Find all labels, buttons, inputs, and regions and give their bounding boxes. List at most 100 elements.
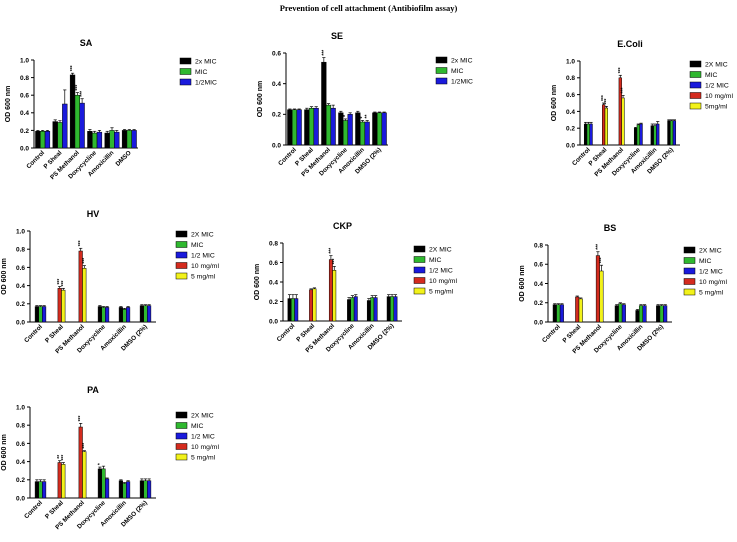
bar-p-sheal-5-mg-ml (61, 289, 66, 323)
legend-label: 2X MIC (705, 62, 728, 69)
bar-control-2x-mic (34, 306, 39, 323)
significance-mark: *** (321, 50, 327, 56)
legend-swatch (689, 71, 702, 78)
bar-dmso-2--mic (376, 112, 383, 146)
legend-swatch (175, 422, 188, 429)
y-tick-label: 0.4 (16, 283, 25, 290)
legend-swatch (683, 267, 696, 275)
bar-doxycycline-mic (342, 120, 349, 146)
legend-label: 5 mg/ml (429, 289, 454, 296)
legend-label: 1/2 MIC (191, 434, 215, 441)
bar-amoxicillin-1-2-mic (126, 307, 131, 323)
legend-swatch (175, 230, 188, 238)
y-axis-label: OD 600 nm (257, 81, 264, 118)
legend-label: 2X MIC (699, 248, 722, 255)
legend-swatch (175, 453, 188, 461)
y-tick-label: 0.8 (566, 75, 575, 82)
bar-amoxicillin-1-2-mic (642, 305, 647, 323)
significance-mark: *** (75, 85, 81, 91)
bar-ps-methanol-1-2mic (330, 107, 336, 146)
bar-amoxicillin-1-2-mic (126, 481, 131, 499)
bar-dmso-2--1-2-mic (147, 480, 152, 499)
bar-doxycycline-1-2-mic (639, 123, 643, 146)
y-tick-label: 0.0 (269, 318, 278, 325)
y-tick-label: 0.0 (566, 142, 575, 149)
y-tick-label: 0.8 (16, 423, 25, 430)
bar-dmso-mic (126, 130, 132, 149)
x-tick-label: Control (23, 323, 44, 344)
bar-dmso-2--mic (143, 305, 148, 323)
chart-title: CKP (333, 221, 352, 231)
bar-doxycycline-1-2-mic (105, 478, 110, 499)
bar-control-2x-mic (287, 298, 292, 322)
bar-amoxicillin-1-2mic (364, 121, 370, 146)
bar-control-2x-mic (34, 481, 39, 499)
bar-dmso-2--1-2-mic (393, 296, 398, 322)
legend-swatch (175, 241, 188, 248)
significance-mark: *** (57, 279, 63, 285)
significance-mark: *** (80, 91, 86, 97)
bar-p-sheal-2x-mic (52, 121, 58, 149)
bar-doxycycline-1-2-mic (105, 307, 110, 323)
significance-mark: *** (61, 455, 67, 461)
bar-amoxicillin-mic (653, 125, 657, 146)
y-tick-label: 1.0 (16, 404, 25, 411)
legend-label: 2X MIC (191, 232, 214, 239)
significance-mark: *** (61, 280, 67, 286)
bar-amoxicillin-2x-mic (635, 310, 640, 323)
legend-swatch (175, 262, 188, 269)
significance-mark: *** (618, 67, 624, 73)
legend-label: 10 mg/ml (191, 263, 219, 270)
bar-dmso-2--mic (390, 296, 395, 322)
bar-p-sheal-5-mg-ml (312, 288, 317, 322)
legend-label: 10 mg/ml (191, 444, 219, 451)
bar-p-sheal-10-mg-ml (309, 289, 313, 322)
chart-title: E.Coli (617, 39, 643, 49)
bar-ps-methanol-mic (74, 94, 80, 149)
legend-swatch (683, 278, 696, 285)
chart-title: SE (331, 31, 343, 41)
significance-mark: * (343, 115, 349, 117)
bar-p-sheal-mic (308, 107, 315, 146)
chart-title: SA (80, 38, 93, 48)
bar-control-mic (38, 481, 43, 499)
bar-amoxicillin-1-2-mic (656, 123, 660, 146)
bar-doxycycline-2x-mic (97, 306, 102, 323)
legend-label: 2x MIC (451, 58, 473, 65)
bar-control-1-2-mic (42, 481, 47, 499)
bar-dmso-2--2x-mic (386, 296, 391, 322)
bar-amoxicillin-2x-mic (104, 132, 110, 149)
bar-doxycycline-mic (350, 297, 355, 322)
bar-ps-methanol-5-mg-ml (332, 270, 337, 322)
y-tick-label: 1.0 (566, 58, 575, 65)
y-tick-label: 0.6 (16, 265, 25, 272)
bar-p-sheal-1-2mic (313, 107, 319, 146)
bar-dmso-2--1-2-mic (672, 120, 677, 146)
legend-swatch (435, 77, 448, 85)
legend-swatch (175, 443, 188, 450)
y-tick-label: 0.4 (272, 81, 281, 88)
y-tick-label: 0.4 (269, 279, 278, 286)
legend-label: 10 mg/ml (705, 93, 733, 100)
bar-dmso-2--2x-mic (656, 305, 661, 323)
legend-label: 5 mg/ml (699, 290, 724, 297)
legend-label: 5 mg/ml (191, 455, 216, 462)
legend-label: 1/2 MIC (705, 83, 729, 90)
bar-dmso-1-2mic (131, 130, 137, 149)
bar-doxycycline-1-2-mic (621, 304, 626, 323)
bar-amoxicillin-2x-mic (118, 307, 123, 323)
legend-swatch (683, 246, 696, 254)
chart-title: BS (604, 223, 617, 233)
bar-doxycycline-2x-mic (614, 305, 619, 323)
bar-p-sheal-5mg-ml (604, 107, 608, 146)
significance-mark: *** (599, 257, 605, 263)
legend-swatch (413, 256, 426, 263)
bar-ps-methanol-mic (325, 104, 332, 146)
y-tick-label: 0.6 (20, 93, 29, 100)
bar-dmso-2--2x-mic (139, 305, 144, 323)
bar-dmso-2--1-2mic (381, 112, 387, 146)
bar-amoxicillin-2x-mic (366, 300, 371, 322)
legend-swatch (689, 60, 702, 68)
